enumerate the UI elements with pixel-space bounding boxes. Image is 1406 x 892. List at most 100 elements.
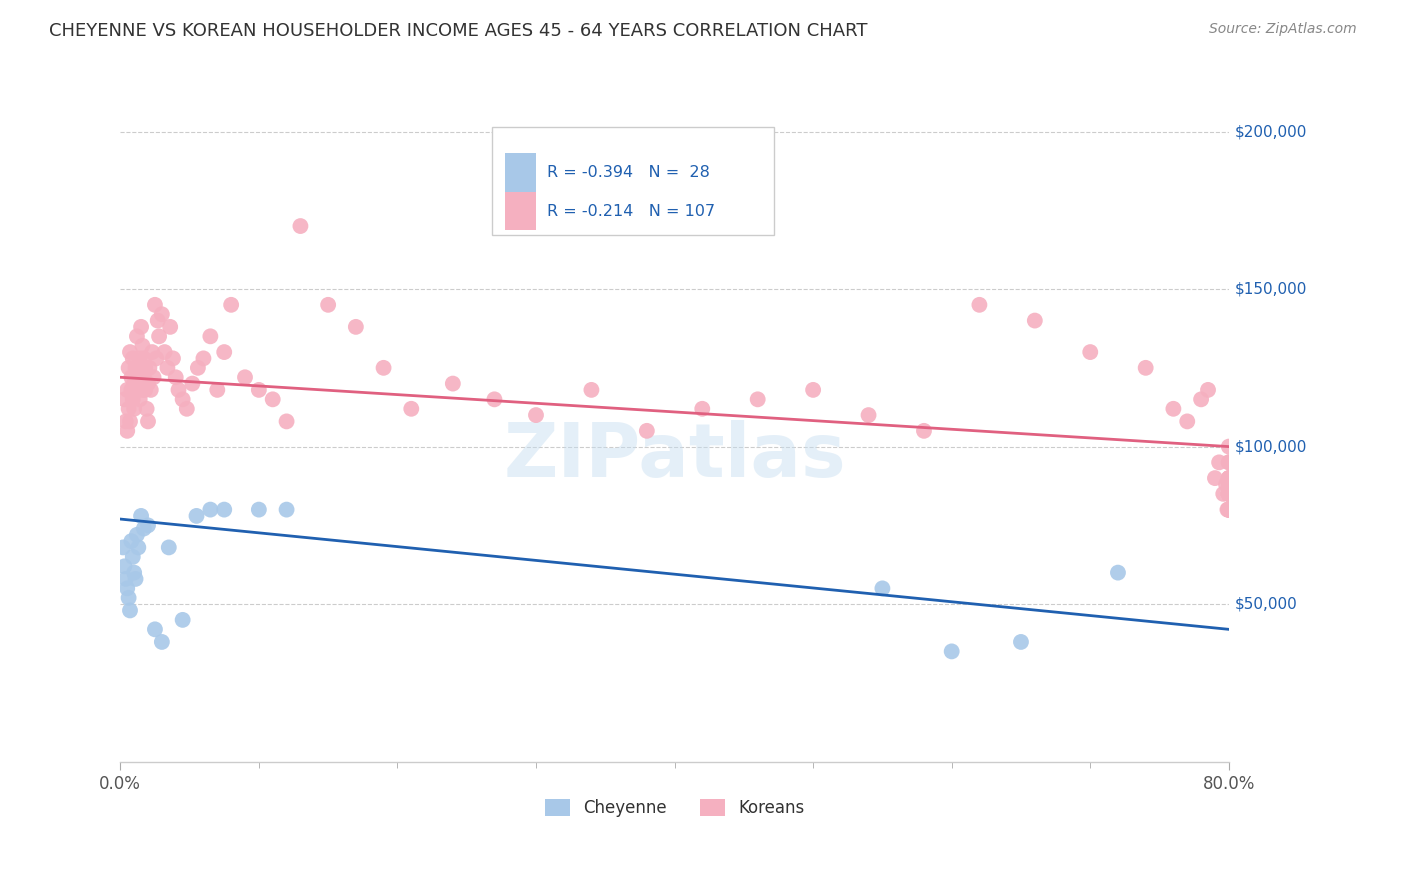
Point (131, 339, 153, 353)
Point (193, 351, 215, 366)
Point (136, 518, 159, 533)
Point (122, 401, 145, 416)
Text: ZIPatlas: ZIPatlas (503, 420, 846, 493)
Point (150, 635, 173, 649)
Point (1212, 487, 1234, 501)
Point (136, 414, 159, 428)
Text: $150,000: $150,000 (1234, 282, 1306, 296)
Point (316, 298, 339, 312)
Point (128, 392, 150, 407)
Point (129, 508, 152, 523)
Point (1204, 471, 1226, 485)
Point (143, 623, 166, 637)
Point (969, 298, 991, 312)
Point (122, 566, 145, 580)
Point (156, 360, 179, 375)
Legend: Cheyenne, Koreans: Cheyenne, Koreans (538, 793, 811, 824)
Point (125, 360, 148, 375)
Point (1218, 502, 1240, 516)
Point (120, 370, 142, 384)
Point (872, 582, 894, 596)
Point (200, 329, 222, 343)
Point (212, 502, 235, 516)
Point (441, 376, 464, 391)
Point (148, 329, 170, 343)
Point (247, 383, 270, 397)
Point (290, 219, 312, 233)
Text: Source: ZipAtlas.com: Source: ZipAtlas.com (1209, 22, 1357, 37)
Point (276, 502, 298, 516)
Point (1218, 440, 1240, 454)
Point (124, 572, 146, 586)
Point (117, 591, 139, 605)
Point (115, 424, 138, 438)
Point (115, 572, 138, 586)
Point (115, 582, 138, 596)
Point (118, 345, 141, 359)
Point (524, 408, 547, 422)
Point (207, 383, 229, 397)
Point (1107, 566, 1129, 580)
Point (1218, 455, 1240, 469)
Point (262, 392, 284, 407)
Point (1078, 345, 1101, 359)
Point (1163, 401, 1185, 416)
Point (187, 360, 209, 375)
Point (1010, 635, 1032, 649)
Point (1175, 414, 1198, 428)
Point (117, 360, 139, 375)
Text: $50,000: $50,000 (1234, 597, 1298, 612)
Point (172, 613, 194, 627)
Point (141, 345, 163, 359)
Point (373, 360, 395, 375)
Point (176, 401, 198, 416)
Point (121, 392, 143, 407)
Point (219, 298, 242, 312)
Point (114, 392, 136, 407)
Point (120, 534, 142, 549)
Point (157, 541, 180, 555)
Point (167, 383, 190, 397)
Point (153, 345, 176, 359)
Point (1218, 502, 1240, 516)
Point (801, 383, 824, 397)
Point (159, 319, 181, 334)
Point (1216, 502, 1239, 516)
Point (1218, 487, 1240, 501)
Point (941, 644, 963, 658)
Point (1218, 502, 1240, 516)
Point (118, 603, 141, 617)
Point (142, 370, 165, 384)
Point (128, 351, 150, 366)
Point (115, 383, 138, 397)
Point (121, 549, 143, 564)
Point (150, 307, 173, 321)
Point (124, 360, 146, 375)
Point (115, 414, 138, 428)
Point (276, 414, 298, 428)
Point (181, 376, 204, 391)
Point (1189, 392, 1212, 407)
Text: $100,000: $100,000 (1234, 439, 1306, 454)
Point (1218, 487, 1240, 501)
Point (127, 383, 149, 397)
Point (117, 401, 139, 416)
Point (120, 383, 142, 397)
Point (129, 360, 152, 375)
Point (131, 383, 153, 397)
Text: $200,000: $200,000 (1234, 124, 1306, 139)
Point (165, 370, 187, 384)
Point (122, 376, 145, 391)
Point (484, 392, 506, 407)
Point (200, 502, 222, 516)
Point (1218, 471, 1240, 485)
FancyBboxPatch shape (505, 153, 536, 192)
Point (636, 424, 658, 438)
Point (125, 329, 148, 343)
Point (139, 383, 162, 397)
FancyBboxPatch shape (492, 128, 775, 235)
Point (124, 383, 146, 397)
Point (1218, 487, 1240, 501)
Point (1218, 471, 1240, 485)
Point (1208, 455, 1230, 469)
